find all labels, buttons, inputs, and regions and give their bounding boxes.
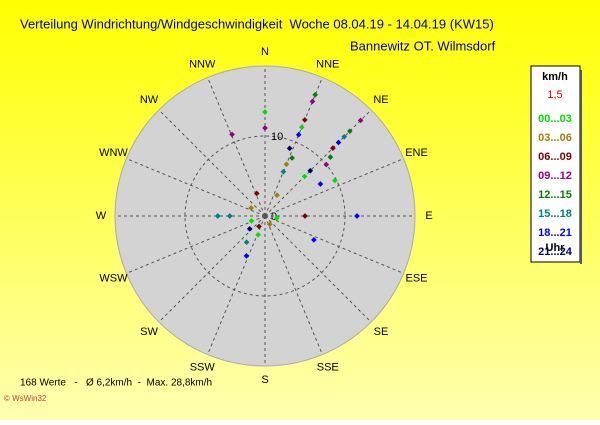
data-point [323, 161, 330, 168]
spoke [158, 215, 266, 323]
direction-label: SE [374, 326, 389, 338]
direction-label: SSW [190, 361, 216, 373]
data-point [214, 213, 221, 219]
data-point [243, 253, 250, 259]
chart-title: Verteilung Windrichtung/Windgeschwindigk… [20, 16, 494, 31]
legend-entry: 03...06 [538, 132, 572, 144]
data-point [330, 145, 336, 151]
direction-label: NNW [189, 58, 216, 70]
data-point [226, 213, 233, 219]
legend-scale: 1,5 [547, 89, 562, 101]
direction-label: W [96, 210, 107, 222]
spoke [264, 109, 372, 217]
legend-entry: 21...24 [538, 246, 573, 258]
data-point [298, 124, 305, 131]
chart-subtitle: Bannewitz OT. Wilmsdorf [350, 38, 496, 53]
data-point [283, 161, 290, 168]
credit: © WsWin32 [4, 394, 47, 403]
data-point [332, 177, 338, 184]
spoke [158, 109, 266, 217]
legend-entry: 15...18 [538, 208, 572, 220]
data-point [246, 226, 253, 232]
direction-label: NNE [316, 58, 339, 70]
r-tick-label: 0 [271, 211, 277, 223]
data-point [357, 117, 364, 124]
legend-entry: 12...15 [538, 189, 572, 201]
legend-entry: 06...09 [538, 151, 572, 163]
direction-label: SSE [317, 361, 339, 373]
spoke [264, 158, 404, 217]
direction-label: ENE [405, 147, 428, 159]
spoke [126, 215, 266, 274]
data-point [248, 218, 255, 224]
spoke [207, 215, 266, 355]
data-point [262, 125, 268, 131]
direction-label: NW [140, 94, 159, 106]
legend-box [530, 65, 581, 263]
direction-label: NE [373, 94, 388, 106]
legend-entry: 09...12 [538, 170, 572, 182]
direction-label: N [261, 46, 269, 58]
data-point [309, 98, 316, 105]
r-tick-label: 10 [271, 131, 283, 143]
spoke [264, 77, 323, 217]
data-point [335, 139, 342, 146]
spoke [264, 215, 404, 274]
data-point [317, 181, 324, 187]
data-point [289, 155, 295, 161]
data-point [327, 154, 334, 160]
data-point [256, 223, 262, 230]
data-point [301, 117, 308, 123]
legend-title: km/h [542, 71, 568, 83]
data-point [347, 128, 353, 134]
data-point [311, 237, 317, 243]
data-point [295, 131, 302, 138]
direction-label: SW [140, 326, 158, 338]
legend-entry: 18...21 [538, 227, 572, 239]
spoke [264, 215, 323, 355]
data-point [302, 213, 308, 219]
data-point [248, 205, 254, 211]
data-point [274, 192, 280, 199]
direction-label: S [261, 374, 268, 386]
legend-unit: Uhr [546, 242, 566, 254]
direction-label: ESE [406, 273, 428, 285]
direction-label: WSW [99, 273, 128, 285]
data-point [266, 221, 273, 228]
data-point [273, 215, 280, 221]
data-point [280, 168, 287, 175]
data-point [301, 173, 308, 180]
data-point [312, 91, 319, 98]
spoke [126, 158, 266, 217]
data-point [253, 190, 260, 197]
footer: 168 Werte - Ø 6,2km/h - Max. 28,8km/h [20, 378, 212, 389]
data-point [286, 145, 293, 152]
data-point [354, 213, 360, 219]
data-point [341, 133, 348, 140]
data-point [243, 239, 250, 246]
data-point [229, 131, 235, 138]
data-point [262, 109, 268, 115]
data-point [255, 231, 261, 238]
direction-label: WNW [99, 147, 128, 159]
legend-entry: 00...03 [538, 113, 572, 125]
data-point [307, 167, 314, 174]
direction-label: E [425, 210, 432, 222]
spoke [264, 215, 372, 323]
